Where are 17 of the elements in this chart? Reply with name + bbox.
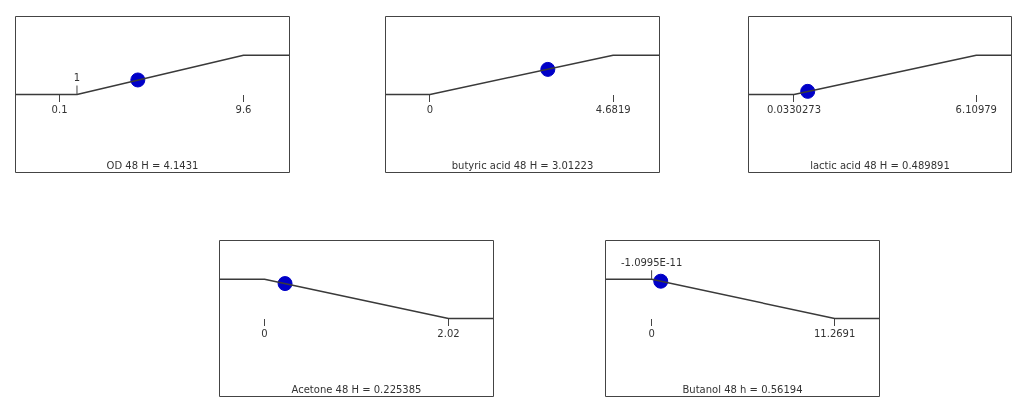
x-tick-label: 11.2691 — [813, 328, 856, 340]
annotation: 1 — [73, 72, 81, 84]
x-axis-title: lactic acid 48 H = 0.489891 — [810, 159, 950, 171]
x-tick-label: 0 — [426, 104, 434, 116]
x-tick-label: 0 — [648, 328, 655, 340]
annotation: -1.0995E-11 — [620, 256, 683, 268]
x-tick-label: 9.6 — [235, 104, 252, 116]
x-axis-title: Acetone 48 H = 0.225385 — [291, 383, 422, 395]
x-axis-title: Butanol 48 h = 0.56194 — [682, 383, 803, 395]
x-tick-label: 2.02 — [437, 328, 460, 340]
x-axis-title: butyric acid 48 H = 3.01223 — [451, 159, 594, 171]
x-tick-label: 0.1 — [51, 104, 68, 116]
x-tick-label: 0 — [261, 328, 268, 340]
x-tick-label: 0.0330273 — [766, 104, 822, 116]
x-tick-label: 4.6819 — [595, 104, 631, 116]
x-tick-label: 6.10979 — [955, 104, 997, 116]
x-axis-title: OD 48 H = 4.1431 — [106, 159, 199, 171]
